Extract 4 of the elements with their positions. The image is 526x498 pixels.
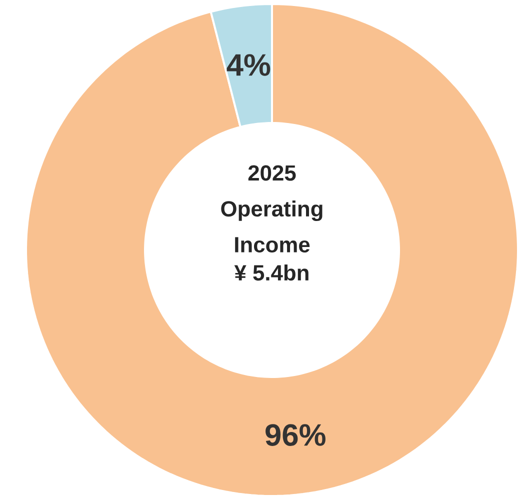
data-label: 4% (226, 54, 270, 76)
data-label: 96% (266, 424, 326, 446)
text: ¥ 5.4bn (234, 264, 308, 281)
text: 2025 Operating Income (221, 165, 322, 252)
